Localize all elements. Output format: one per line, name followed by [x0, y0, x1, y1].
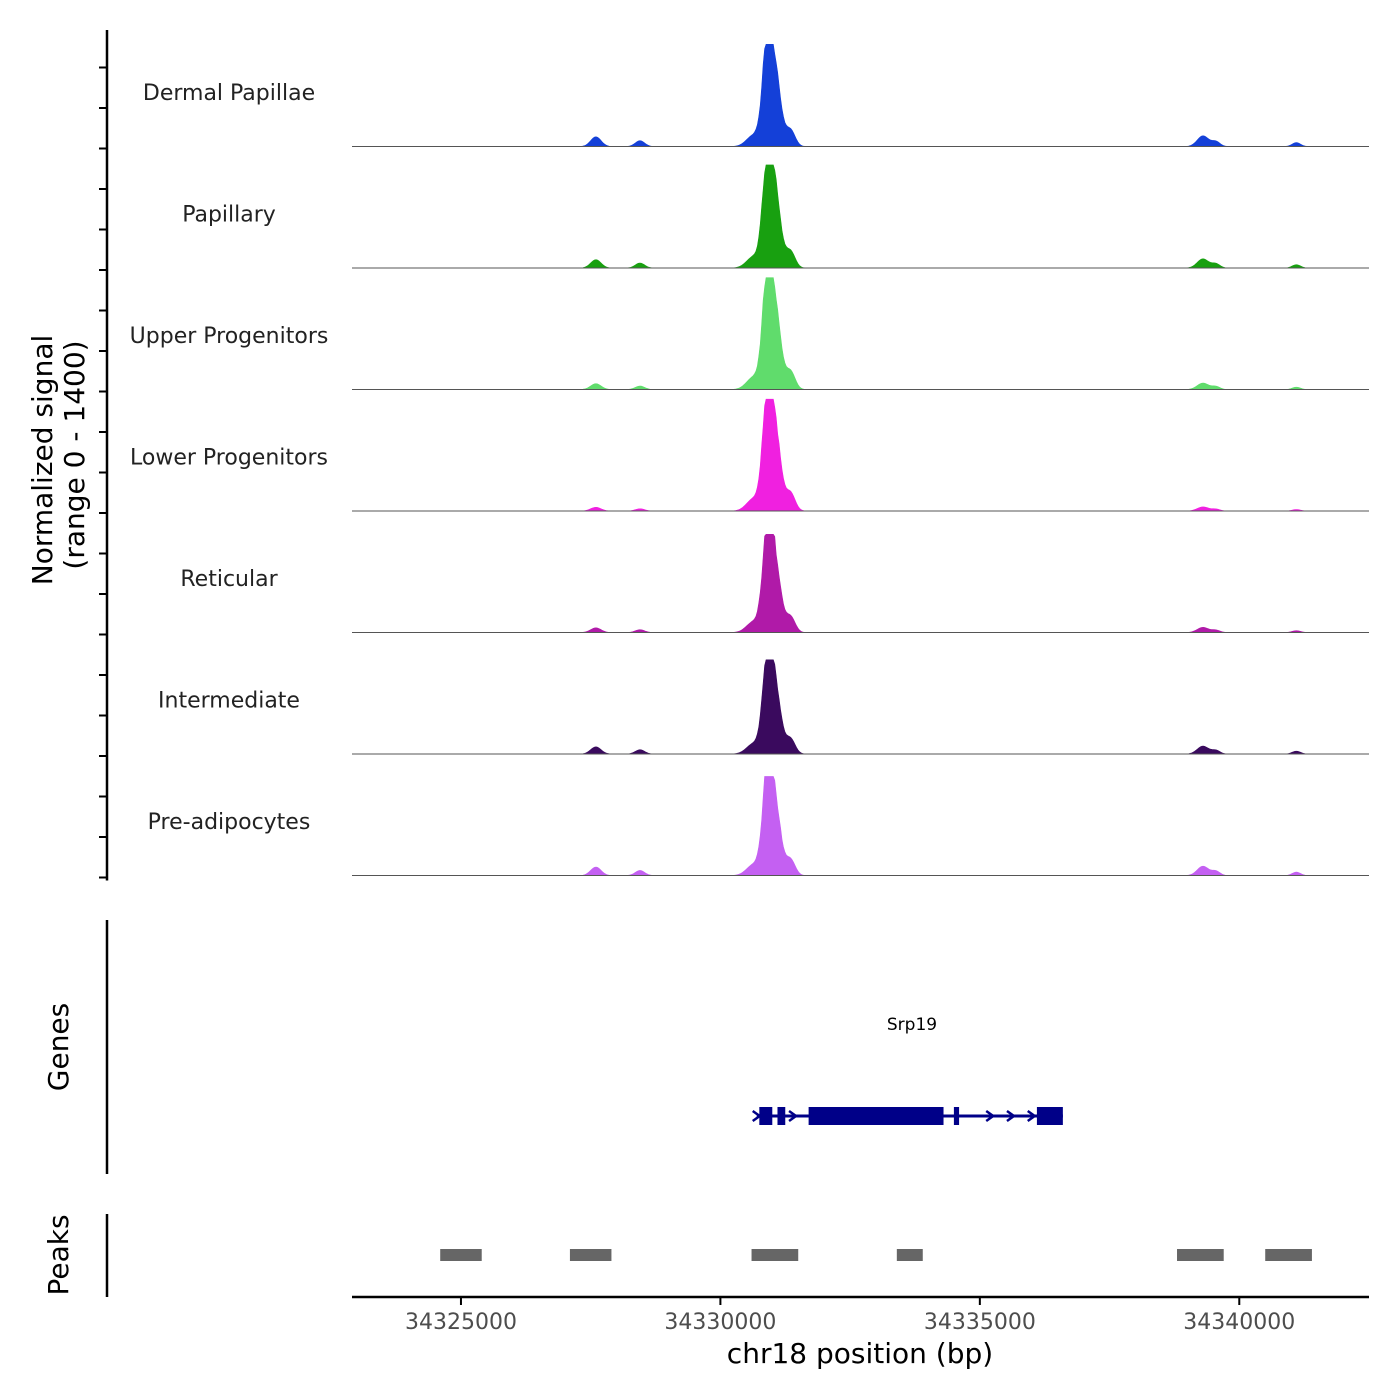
- coverage-area: [352, 398, 1369, 512]
- gene-exon: [1036, 1107, 1063, 1125]
- track-label: Lower Progenitors: [130, 446, 328, 471]
- gene-exon: [759, 1107, 773, 1125]
- peak-region: [569, 1249, 612, 1261]
- genes-panel-label: Genes: [42, 1003, 75, 1091]
- x-tick-label: 34335000: [924, 1310, 1036, 1335]
- gene-model: [751, 1107, 1063, 1125]
- gene-exon: [777, 1107, 786, 1125]
- track-label: Pre-adipocytes: [148, 810, 311, 835]
- strand-arrow: [788, 1109, 799, 1123]
- coverage-area: [352, 659, 1369, 755]
- y-axis-label-line1: Normalized signal: [26, 335, 59, 586]
- peaks-panel-label: Peaks: [42, 1214, 75, 1295]
- peaks-track: [440, 1249, 1312, 1261]
- coverage-tracks: [352, 43, 1369, 876]
- x-tick-label: 34325000: [405, 1310, 517, 1335]
- track-label: Papillary: [182, 203, 276, 228]
- coverage-area: [352, 164, 1369, 269]
- gene-exon: [808, 1107, 944, 1125]
- x-axis-label: chr18 position (bp): [727, 1337, 993, 1370]
- coverage-area: [352, 277, 1369, 390]
- x-tick-label: 34340000: [1183, 1310, 1295, 1335]
- strand-arrow: [1047, 1109, 1058, 1123]
- coverage-area: [352, 533, 1369, 633]
- peak-region: [751, 1249, 799, 1261]
- track-labels: Dermal Papillae Papillary Upper Progenitor…: [130, 81, 329, 835]
- track-label: Intermediate: [158, 689, 300, 714]
- coverage-area: [352, 43, 1369, 147]
- y-axis-label-line2: (range 0 - 1400): [58, 340, 91, 569]
- strand-arrow: [751, 1109, 762, 1123]
- coverage-area: [352, 776, 1369, 876]
- strand-arrow: [1006, 1109, 1017, 1123]
- peak-region: [1265, 1249, 1312, 1261]
- x-tick-label: 34330000: [664, 1310, 776, 1335]
- coverage-y-axis: [99, 30, 109, 881]
- peak-region: [896, 1249, 923, 1261]
- strand-arrow: [985, 1109, 996, 1123]
- track-label: Upper Progenitors: [130, 324, 329, 349]
- strand-arrow: [1027, 1109, 1037, 1123]
- gene-exon: [953, 1107, 960, 1125]
- gene-name-label: Srp19: [887, 1015, 937, 1035]
- track-label: Dermal Papillae: [143, 81, 315, 106]
- track-label: Reticular: [180, 567, 278, 592]
- peak-region: [1177, 1249, 1224, 1261]
- peak-region: [440, 1249, 482, 1261]
- x-axis-ticks: 34325000 34330000 34335000 34340000: [405, 1297, 1295, 1335]
